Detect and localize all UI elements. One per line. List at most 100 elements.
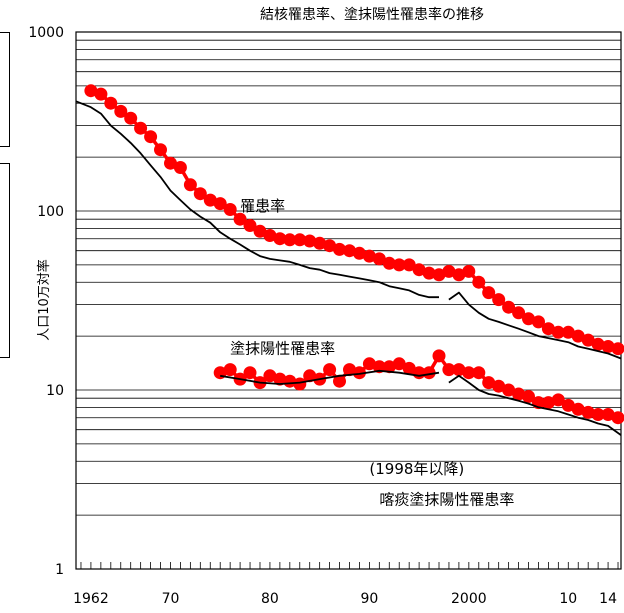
data-point bbox=[512, 306, 526, 320]
data-point bbox=[442, 264, 456, 278]
data-point bbox=[343, 363, 356, 377]
data-point bbox=[362, 249, 376, 263]
x-tick-label: 10 bbox=[559, 591, 577, 607]
series-line bbox=[220, 369, 622, 436]
x-tick-labels: 1962 70 80 90 2000 10 14 bbox=[73, 591, 617, 607]
data-point bbox=[502, 383, 516, 397]
x-minor-ticks bbox=[80, 562, 619, 569]
data-point bbox=[402, 361, 416, 375]
data-point bbox=[591, 337, 605, 351]
data-point bbox=[223, 363, 237, 377]
data-point bbox=[343, 244, 356, 258]
data-point bbox=[114, 104, 128, 118]
y-tick-label: 100 bbox=[37, 204, 64, 220]
data-point bbox=[213, 197, 227, 211]
data-point bbox=[601, 408, 615, 421]
data-point bbox=[442, 363, 456, 377]
data-point bbox=[581, 405, 595, 419]
data-point bbox=[243, 366, 257, 380]
data-point bbox=[492, 379, 506, 393]
plot-frame bbox=[75, 31, 622, 570]
data-point bbox=[382, 360, 396, 374]
data-point bbox=[422, 266, 436, 280]
data-point bbox=[263, 369, 277, 383]
left-frame-fragment-top bbox=[0, 32, 10, 147]
data-point bbox=[522, 312, 535, 326]
series-line bbox=[75, 100, 622, 360]
data-point bbox=[462, 264, 476, 278]
data-point bbox=[412, 263, 426, 277]
x-tick-label: 14 bbox=[599, 591, 617, 607]
data-point bbox=[611, 411, 624, 425]
data-point bbox=[402, 258, 416, 272]
data-point bbox=[273, 232, 287, 246]
series-3 bbox=[220, 369, 622, 436]
data-point bbox=[323, 363, 337, 377]
data-point bbox=[84, 84, 98, 98]
data-point bbox=[223, 203, 237, 216]
data-point bbox=[173, 161, 187, 174]
series-line bbox=[90, 89, 619, 351]
data-point bbox=[352, 246, 366, 260]
series-group bbox=[75, 84, 624, 436]
y-tick-label: 1 bbox=[55, 562, 64, 578]
data-point bbox=[462, 366, 476, 380]
x-tick-label: 90 bbox=[360, 591, 378, 607]
data-point bbox=[303, 234, 317, 248]
data-point bbox=[561, 398, 575, 412]
series-2 bbox=[75, 100, 622, 360]
data-point bbox=[541, 322, 555, 336]
x-tick-label: 80 bbox=[261, 591, 279, 607]
data-point bbox=[561, 325, 575, 339]
annotation: 塗抹陽性罹患率 bbox=[230, 339, 335, 357]
series-0 bbox=[84, 84, 624, 356]
data-point bbox=[551, 393, 565, 407]
data-point bbox=[273, 372, 287, 386]
data-point bbox=[283, 233, 297, 247]
data-point bbox=[541, 396, 555, 410]
data-point bbox=[472, 275, 486, 289]
horizontal-grid bbox=[76, 31, 621, 516]
data-point bbox=[472, 366, 486, 380]
data-point bbox=[571, 402, 585, 416]
data-point bbox=[183, 178, 197, 192]
annotation: (1998年以降) bbox=[369, 460, 464, 478]
data-point bbox=[303, 369, 317, 383]
data-point bbox=[591, 408, 605, 421]
data-point bbox=[293, 233, 307, 247]
data-point bbox=[134, 121, 148, 135]
y-tick-label: 10 bbox=[46, 383, 64, 399]
data-point bbox=[492, 293, 506, 307]
y-tick-labels: 1 10 100 1000 bbox=[28, 25, 64, 578]
x-tick-label: 1962 bbox=[73, 591, 109, 607]
data-point bbox=[551, 325, 565, 339]
data-point bbox=[372, 360, 386, 374]
data-point bbox=[193, 187, 207, 201]
data-point bbox=[422, 366, 436, 380]
data-point bbox=[372, 252, 386, 266]
data-point bbox=[333, 242, 346, 256]
data-point bbox=[203, 193, 217, 207]
data-point bbox=[94, 87, 108, 101]
data-point bbox=[482, 376, 496, 390]
y-tick-label: 1000 bbox=[28, 25, 64, 41]
data-point bbox=[283, 374, 297, 388]
data-point bbox=[104, 96, 118, 110]
annotation: 喀痰塗抹陽性罹患率 bbox=[379, 490, 514, 508]
data-point bbox=[253, 224, 267, 238]
data-point bbox=[164, 156, 177, 170]
data-point bbox=[452, 268, 466, 282]
data-point bbox=[581, 333, 595, 347]
data-point bbox=[601, 340, 615, 353]
data-point bbox=[512, 387, 526, 401]
data-point bbox=[323, 239, 337, 253]
data-point bbox=[532, 315, 545, 329]
data-point bbox=[452, 363, 466, 377]
series-line bbox=[219, 354, 619, 420]
data-point bbox=[382, 256, 396, 270]
data-point bbox=[333, 374, 346, 388]
data-point bbox=[154, 143, 167, 157]
data-point bbox=[263, 229, 277, 242]
